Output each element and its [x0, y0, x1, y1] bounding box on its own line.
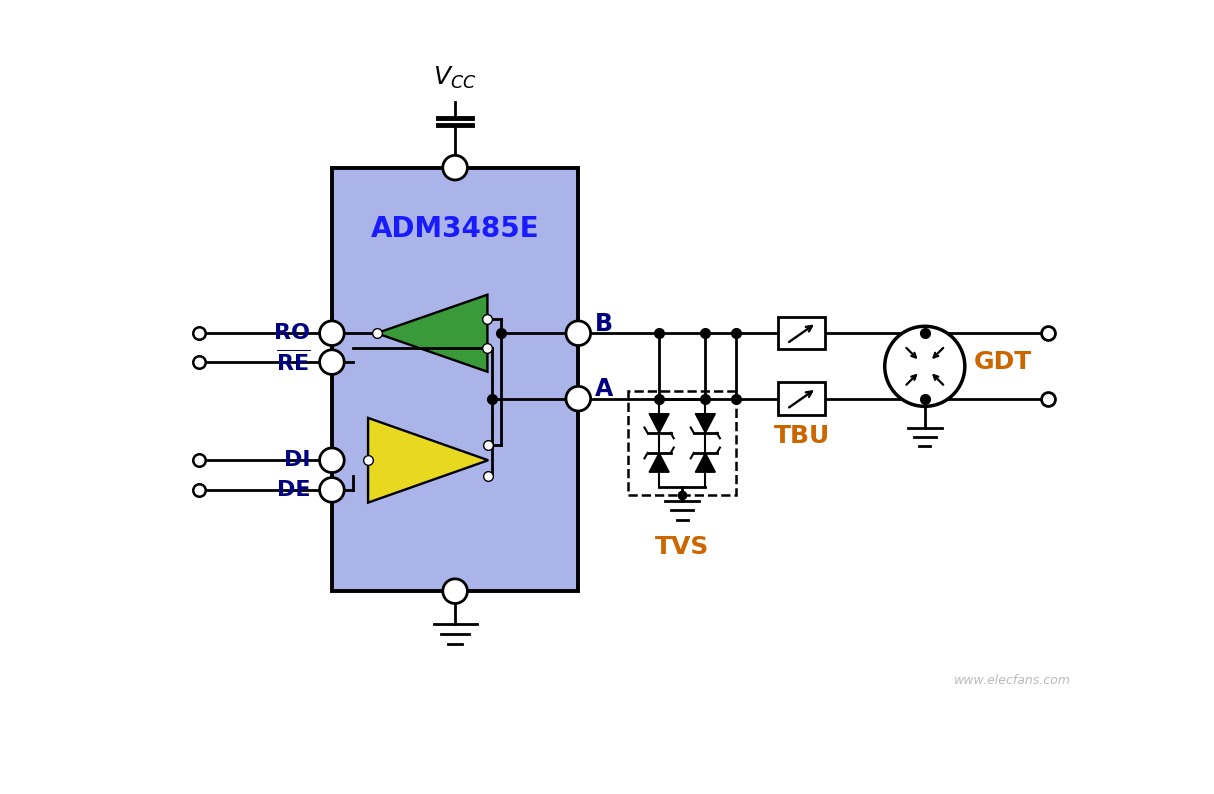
Bar [778, 383, 824, 414]
Text: $V_{CC}$: $V_{CC}$ [433, 64, 477, 91]
Text: GDT: GDT [974, 350, 1032, 375]
Circle shape [443, 156, 467, 180]
Bar [629, 391, 736, 495]
Polygon shape [696, 414, 715, 433]
Text: DE: DE [277, 480, 311, 500]
Circle shape [319, 477, 345, 503]
Circle shape [566, 387, 590, 411]
Text: TBU: TBU [773, 424, 829, 448]
Text: DI: DI [284, 450, 311, 470]
Text: ADM3485E: ADM3485E [370, 215, 539, 243]
Circle shape [885, 326, 965, 407]
Bar [778, 317, 824, 349]
Text: $\overline{\mathbf{RE}}$: $\overline{\mathbf{RE}}$ [276, 349, 311, 375]
Circle shape [319, 321, 345, 345]
Text: TVS: TVS [656, 535, 709, 559]
Circle shape [319, 350, 345, 375]
Polygon shape [649, 414, 669, 433]
Polygon shape [696, 453, 715, 472]
Circle shape [319, 448, 345, 472]
Text: RO: RO [274, 323, 311, 343]
Circle shape [443, 579, 467, 603]
Text: A: A [595, 377, 613, 402]
Text: www.elecfans.com: www.elecfans.com [954, 674, 1071, 688]
Circle shape [566, 321, 590, 345]
Bar [331, 168, 578, 592]
Text: B: B [595, 312, 613, 336]
Polygon shape [368, 418, 488, 503]
Polygon shape [649, 453, 669, 472]
Polygon shape [376, 295, 488, 372]
